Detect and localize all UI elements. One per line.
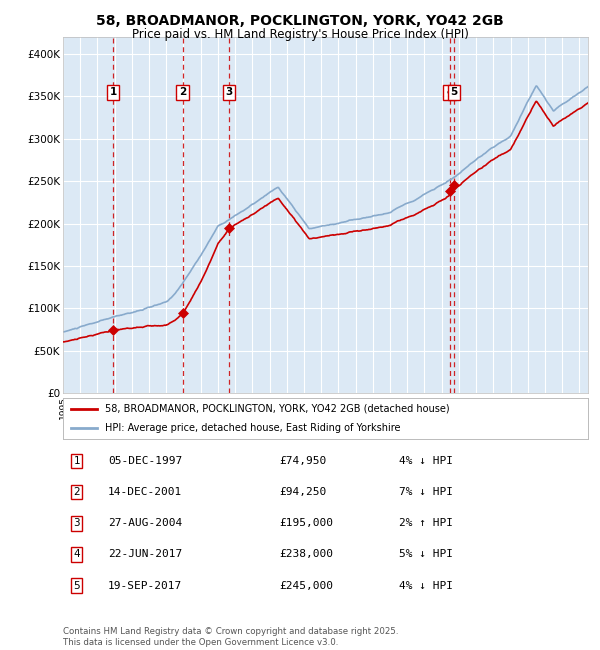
Text: 22-JUN-2017: 22-JUN-2017 [108, 549, 182, 560]
Text: 7% ↓ HPI: 7% ↓ HPI [399, 487, 453, 497]
Text: £74,950: £74,950 [279, 456, 326, 466]
Text: 5% ↓ HPI: 5% ↓ HPI [399, 549, 453, 560]
Text: 1: 1 [73, 456, 80, 466]
Text: 2: 2 [73, 487, 80, 497]
Text: 19-SEP-2017: 19-SEP-2017 [108, 580, 182, 591]
Text: 5: 5 [73, 580, 80, 591]
Text: 3: 3 [226, 87, 233, 98]
Text: Price paid vs. HM Land Registry's House Price Index (HPI): Price paid vs. HM Land Registry's House … [131, 28, 469, 41]
Text: 58, BROADMANOR, POCKLINGTON, YORK, YO42 2GB: 58, BROADMANOR, POCKLINGTON, YORK, YO42 … [96, 14, 504, 29]
Text: 14-DEC-2001: 14-DEC-2001 [108, 487, 182, 497]
Text: HPI: Average price, detached house, East Riding of Yorkshire: HPI: Average price, detached house, East… [105, 422, 401, 433]
Text: 2% ↑ HPI: 2% ↑ HPI [399, 518, 453, 528]
Text: 5: 5 [451, 87, 458, 98]
Text: £238,000: £238,000 [279, 549, 333, 560]
Text: 4% ↓ HPI: 4% ↓ HPI [399, 580, 453, 591]
Text: Contains HM Land Registry data © Crown copyright and database right 2025.
This d: Contains HM Land Registry data © Crown c… [63, 627, 398, 647]
Text: 2: 2 [179, 87, 186, 98]
Text: £94,250: £94,250 [279, 487, 326, 497]
Text: 58, BROADMANOR, POCKLINGTON, YORK, YO42 2GB (detached house): 58, BROADMANOR, POCKLINGTON, YORK, YO42 … [105, 404, 449, 414]
Text: 1: 1 [110, 87, 117, 98]
Text: 3: 3 [73, 518, 80, 528]
Text: £195,000: £195,000 [279, 518, 333, 528]
Text: £245,000: £245,000 [279, 580, 333, 591]
Text: 4: 4 [73, 549, 80, 560]
Text: 4: 4 [446, 87, 454, 98]
Text: 05-DEC-1997: 05-DEC-1997 [108, 456, 182, 466]
Text: 27-AUG-2004: 27-AUG-2004 [108, 518, 182, 528]
Text: 4% ↓ HPI: 4% ↓ HPI [399, 456, 453, 466]
